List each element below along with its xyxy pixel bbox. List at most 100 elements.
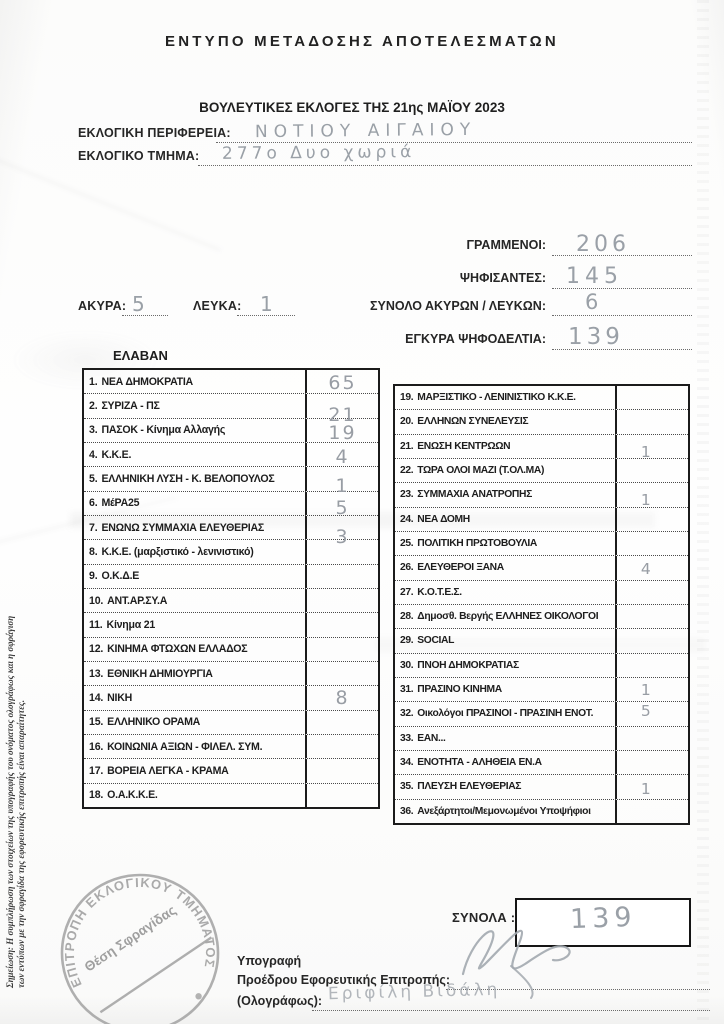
party-name-cell: 6. ΜέΡΑ25: [84, 491, 307, 515]
party-name-cell: 28. Δημοσθ. Βεργής ΕΛΛΗΝΕΣ ΟΙΚΟΛΟΓΟΙ: [395, 604, 617, 629]
party-number: 28.: [400, 611, 414, 623]
party-votes-cell: [617, 751, 688, 774]
party-name-cell: 27. Κ.Ο.Τ.Ε.Σ.: [395, 580, 617, 604]
party-row: 24. ΝΕΑ ΔΟΜΗ: [395, 507, 688, 532]
party-votes-cell: [307, 589, 378, 612]
totals-label: ΣΥΝΟΛΑ :: [452, 910, 516, 925]
party-name-cell: 19. ΜΑΡΞΙΣΤΙΚΟ - ΛΕΝΙΝΙΣΤΙΚΟ Κ.Κ.Ε.: [395, 386, 617, 410]
party-number: 33.: [400, 732, 414, 744]
committee-stamp: ΕΠΙΤΡΟΠΗ ΕΚΛΟΓΙΚΟΥ ΤΜΗΜΑΤΟΣ ΕΦΟΡΕΥΤΙΚΗΣ …: [52, 865, 221, 1024]
party-number: 3.: [89, 424, 98, 437]
district-line: [216, 141, 692, 143]
party-name: ΕΛΛΗΝΙΚΟ ΟΡΑΜΑ: [107, 716, 201, 729]
party-row: 35. ΠΛΕΥΣΗ ΕΛΕΥΘΕΡΙΑΣ 1: [395, 775, 688, 800]
party-name-cell: 10. ΑΝΤ.ΑΡ.ΣΥ.Α: [84, 588, 307, 613]
party-votes-cell: 5: [307, 492, 378, 517]
party-name: ΕΝΩΣΗ ΚΕΝΤΡΩΩΝ: [417, 440, 511, 452]
party-row: 34. ΕΝΟΤΗΤΑ - ΑΛΗΘΕΙΑ ΕΝ.Α: [395, 750, 688, 776]
party-name-cell: 21. ΕΝΩΣΗ ΚΕΝΤΡΩΩΝ: [395, 434, 617, 458]
party-votes-cell: [617, 532, 688, 555]
party-name-cell: 20. ΕΛΛΗΝΩΝ ΣΥΝΕΛΕΥΣΙΣ: [395, 410, 617, 434]
party-votes-cell: [617, 386, 688, 409]
registered-handwritten-value: 206: [576, 232, 630, 257]
party-name: Κ.Ο.Τ.Ε.Σ.: [417, 586, 462, 598]
party-votes-cell: 5: [617, 702, 688, 725]
party-row: 6. ΜέΡΑ25 5: [84, 491, 378, 517]
party-name: ΕΘΝΙΚΗ ΔΗΜΙΟΥΡΓΙΑ: [107, 667, 213, 680]
district-handwritten-value: ΝΟΤΙΟΥ ΑΙΓΑΙΟΥ: [254, 119, 477, 143]
party-votes-cell: 1: [307, 467, 378, 496]
party-name: Κίνημα 21: [106, 618, 156, 631]
section-line: [198, 164, 692, 166]
party-row: 25. ΠΟΛΙΤΙΚΗ ΠΡΩΤΟΒΟΥΛΙΑ: [395, 531, 688, 557]
scan-crease: [0, 151, 222, 252]
party-name-cell: 9. Ο.Κ.Δ.Ε: [84, 564, 307, 588]
party-name-cell: 30. ΠΝΟΗ ΔΗΜΟΚΡΑΤΙΑΣ: [395, 653, 617, 677]
party-name-cell: 32. Οικολόγοι ΠΡΑΣΙΝΟΙ - ΠΡΑΣΙΝΗ ΕΝΟΤ.: [395, 702, 617, 726]
party-number: 34.: [400, 757, 414, 769]
party-name: ΜέΡΑ25: [101, 497, 140, 510]
party-votes-cell: [617, 508, 688, 531]
party-number: 12.: [89, 643, 104, 656]
party-number: 20.: [400, 416, 414, 428]
party-number: 6.: [89, 497, 98, 510]
party-votes-cell: [617, 581, 688, 604]
party-name: Ο.Α.Κ.Κ.Ε.: [107, 789, 158, 802]
party-number: 16.: [89, 740, 104, 753]
party-number: 17.: [89, 764, 104, 777]
party-name-cell: 26. ΕΛΕΥΘΕΡΟΙ ΞΑΝΑ: [395, 556, 617, 580]
party-number: 36.: [400, 805, 414, 817]
party-name: ΕΑΝ...: [417, 732, 446, 744]
party-name-cell: 12. ΚΙΝΗΜΑ ΦΤΩΧΩΝ ΕΛΛΑΔΟΣ: [84, 637, 307, 661]
party-row: 1. ΝΕΑ ΔΗΜΟΚΡΑΤΙΑ 65: [84, 370, 378, 395]
invalid-handwritten-value: 5: [132, 292, 145, 316]
party-number: 1.: [89, 375, 98, 388]
party-row: 9. Ο.Κ.Δ.Ε: [84, 564, 378, 589]
party-name: SOCIAL: [417, 635, 455, 647]
party-name-cell: 8. Κ.Κ.Ε. (μαρξιστικό - λενινιστικό): [84, 540, 307, 564]
party-votes-cell: [307, 662, 378, 685]
party-votes-handwritten: 5: [640, 702, 653, 721]
form-title: ΕΝΤΥΠΟ ΜΕΤΑΔΟΣΗΣ ΑΠΟΤΕΛΕΣΜΑΤΩΝ: [165, 33, 559, 50]
party-votes-cell: [307, 638, 378, 661]
party-votes-handwritten: 1: [335, 475, 350, 498]
party-name: ΝΕΑ ΔΗΜΟΚΡΑΤΙΑ: [101, 375, 193, 388]
voted-handwritten-value: 145: [566, 264, 623, 289]
party-name-cell: 33. ΕΑΝ...: [395, 726, 617, 750]
party-name-cell: 13. ΕΘΝΙΚΗ ΔΗΜΙΟΥΡΓΙΑ: [84, 661, 307, 686]
party-name-cell: 23. ΣΥΜΜΑΧΙΑ ΑΝΑΤΡΟΠΗΣ: [395, 483, 617, 507]
holograph-line: [312, 1009, 710, 1011]
party-row: 2. ΣΥΡΙΖΑ - ΠΣ 21: [84, 394, 378, 425]
party-name: ΠΡΑΣΙΝΟ ΚΙΝΗΜΑ: [417, 684, 502, 696]
party-votes-cell: 1: [617, 775, 688, 798]
invalid-label: ΑΚΥΡΑ:: [78, 299, 127, 313]
party-name: Δημοσθ. Βεργής ΕΛΛΗΝΕΣ ΟΙΚΟΛΟΓΟΙ: [417, 611, 599, 623]
registered-label: ΓΡΑΜΜΕΝΟΙ:: [466, 238, 547, 252]
party-name: ΕΝΟΤΗΤΑ - ΑΛΗΘΕΙΑ ΕΝ.Α: [417, 757, 542, 769]
holograph-label: (Ολογράφως):: [237, 994, 323, 1008]
party-votes-cell: 3: [307, 516, 378, 546]
party-number: 32.: [400, 708, 414, 720]
valid-ballots-line: [552, 348, 692, 350]
party-row: 27. Κ.Ο.Τ.Ε.Σ.: [395, 580, 688, 605]
party-name-cell: 14. ΝΙΚΗ: [84, 686, 307, 710]
blank-line: [237, 314, 295, 316]
party-name: Οικολόγοι ΠΡΑΣΙΝΟΙ - ΠΡΑΣΙΝΗ ΕΝΟΤ.: [417, 708, 594, 720]
party-row: 7. ΕΝΩΝΩ ΣΥΜΜΑΧΙΑ ΕΛΕΥΘΕΡΙΑΣ 3: [84, 515, 378, 546]
party-row: 32. Οικολόγοι ΠΡΑΣΙΝΟΙ - ΠΡΑΣΙΝΗ ΕΝΟΤ. 5: [395, 702, 688, 727]
invalid-blank-total-label: ΣΥΝΟΛΟ ΑΚΥΡΩΝ / ΛΕΥΚΩΝ:: [370, 299, 546, 313]
party-row: 10. ΑΝΤ.ΑΡ.ΣΥ.Α: [84, 588, 378, 614]
party-row: 21. ΕΝΩΣΗ ΚΕΝΤΡΩΩΝ 1: [395, 434, 688, 459]
registered-line: [552, 254, 692, 256]
election-subtitle: ΒΟΥΛΕΥΤΙΚΕΣ ΕΚΛΟΓΕΣ ΤΗΣ 21ης ΜΑΪΟΥ 2023: [199, 100, 505, 115]
party-row: 18. Ο.Α.Κ.Κ.Ε.: [84, 783, 378, 807]
party-number: 25.: [400, 538, 414, 550]
party-name-cell: 22. ΤΩΡΑ ΟΛΟΙ ΜΑΖΙ (Τ.ΟΛ.ΜΑ): [395, 458, 617, 483]
party-name: ΝΙΚΗ: [107, 691, 133, 704]
party-number: 21.: [400, 440, 414, 452]
party-row: 30. ΠΝΟΗ ΔΗΜΟΚΡΑΤΙΑΣ: [395, 653, 688, 678]
party-name-cell: 17. ΒΟΡΕΙΑ ΛΕΓΚΑ - ΚΡΑΜΑ: [84, 759, 307, 783]
voted-line: [552, 287, 692, 289]
party-number: 35.: [400, 781, 414, 793]
party-name: ΠΑΣΟΚ - Κίνημα Αλλαγής: [101, 424, 226, 437]
